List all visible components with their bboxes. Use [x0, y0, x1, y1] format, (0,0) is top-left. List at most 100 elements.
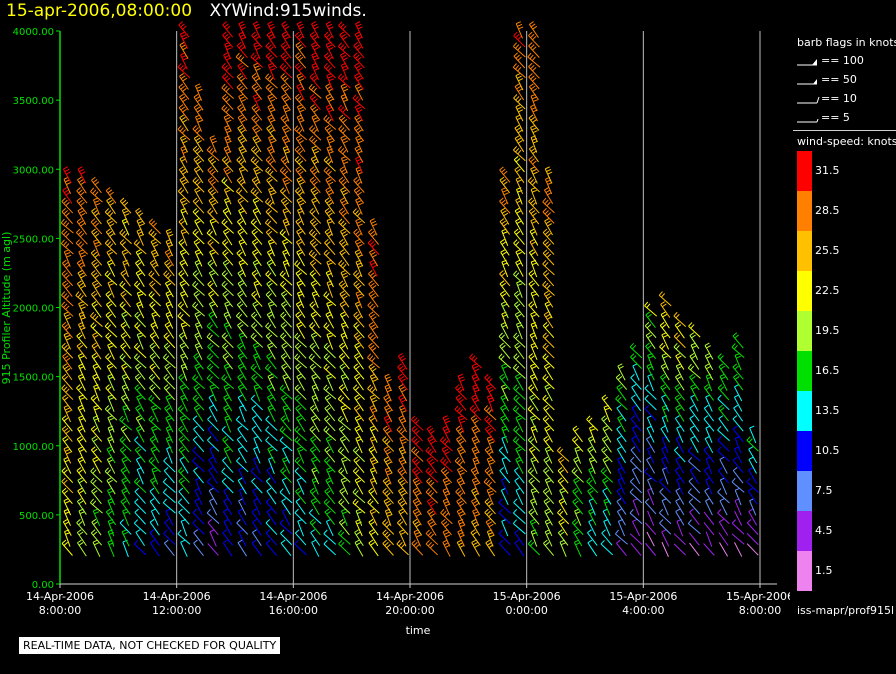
wind-barb — [309, 518, 321, 536]
barb-feather — [266, 176, 271, 181]
barb-feather — [279, 229, 284, 234]
barb-feather — [135, 259, 140, 264]
barb-feather — [503, 212, 509, 217]
barb-shaft — [107, 490, 116, 505]
wind-barb — [294, 187, 307, 204]
barb-shaft — [149, 490, 161, 505]
wind-barb — [440, 467, 453, 484]
barb-feather — [517, 98, 522, 103]
wind-barb — [369, 218, 378, 236]
barb-feather — [223, 376, 228, 381]
barb-feather — [355, 376, 361, 380]
barb-feather — [382, 436, 387, 441]
barb-feather — [267, 272, 272, 277]
barb-feather — [207, 518, 213, 523]
wind-barb — [339, 311, 349, 329]
barb-shaft — [311, 386, 319, 402]
barb-shaft — [279, 440, 293, 452]
barb-feather — [162, 477, 167, 483]
wind-barb — [368, 529, 379, 547]
barb-feather — [182, 202, 188, 206]
barb-shaft — [267, 64, 275, 81]
barb-feather — [209, 404, 214, 409]
barb-feather — [355, 83, 360, 87]
barb-feather — [77, 404, 83, 409]
wind-barb — [208, 197, 218, 215]
wind-barb — [77, 269, 87, 288]
barb-feather — [325, 83, 331, 87]
barb-feather — [91, 342, 97, 347]
wind-barb — [310, 529, 321, 546]
barb-feather — [196, 160, 202, 165]
barb-shaft — [177, 66, 191, 79]
barb-feather — [223, 384, 229, 388]
barb-feather — [251, 539, 257, 544]
barb-shaft — [514, 542, 525, 557]
barb-feather — [79, 303, 85, 307]
wind-barb — [267, 114, 276, 132]
barb-feather — [369, 404, 375, 408]
barb-feather — [279, 63, 285, 68]
barb-feather — [106, 508, 111, 513]
barb-feather — [295, 41, 301, 46]
wind-barb — [178, 270, 190, 287]
barb-feather — [163, 467, 169, 472]
barb-feather — [179, 249, 185, 253]
barb-feather — [79, 168, 85, 173]
wind-barb — [456, 477, 466, 495]
barb-feather — [121, 448, 127, 453]
barb-feather — [107, 386, 112, 391]
barb-feather — [163, 456, 168, 462]
barb-feather — [253, 21, 259, 25]
barb-feather — [370, 344, 375, 349]
barb-feather — [339, 363, 345, 368]
barb-feather — [280, 321, 286, 326]
barb-shaft — [500, 397, 510, 412]
barb-feather — [486, 384, 491, 388]
wind-barb — [120, 342, 132, 359]
barb-feather — [324, 508, 330, 513]
barb-shaft — [514, 138, 525, 153]
barb-shaft — [222, 460, 234, 473]
barb-shaft — [178, 107, 190, 121]
barb-feather — [515, 241, 520, 246]
barb-shaft — [352, 502, 366, 514]
wind-barb — [512, 363, 526, 379]
wind-barb — [294, 436, 307, 452]
barb-feather — [239, 148, 245, 152]
barb-shaft — [383, 397, 393, 412]
barb-feather — [64, 365, 69, 370]
wind-barb — [77, 477, 87, 495]
barb-shaft — [266, 262, 277, 277]
barb-feather — [105, 228, 111, 233]
barb-feather — [340, 75, 345, 80]
wind-barb — [457, 467, 466, 485]
barb-feather — [180, 376, 185, 381]
barb-feather — [266, 259, 272, 264]
barb-feather — [281, 301, 286, 305]
barb-feather — [148, 394, 153, 400]
barb-shaft — [282, 510, 291, 526]
wind-barb — [353, 280, 365, 297]
barb-shaft — [165, 396, 174, 412]
barb-feather — [237, 342, 242, 347]
barb-feather — [313, 36, 319, 41]
barb-feather — [282, 54, 287, 59]
wind-barb — [221, 374, 235, 390]
barb-feather — [309, 93, 315, 98]
wind-barb — [500, 207, 510, 225]
barb-feather — [107, 342, 113, 346]
barb-feather — [313, 191, 319, 196]
barb-shaft — [92, 365, 101, 381]
barb-feather — [385, 376, 391, 380]
barb-feather — [236, 73, 242, 78]
barb-feather — [109, 521, 115, 525]
wind-barb — [209, 529, 217, 547]
barb-feather — [500, 355, 505, 360]
wind-barb — [89, 498, 103, 514]
wind-barb — [193, 135, 204, 153]
wind-barb — [150, 404, 159, 423]
barb-feather — [222, 31, 227, 36]
barb-shaft — [354, 532, 364, 547]
wind-barb — [194, 187, 203, 205]
